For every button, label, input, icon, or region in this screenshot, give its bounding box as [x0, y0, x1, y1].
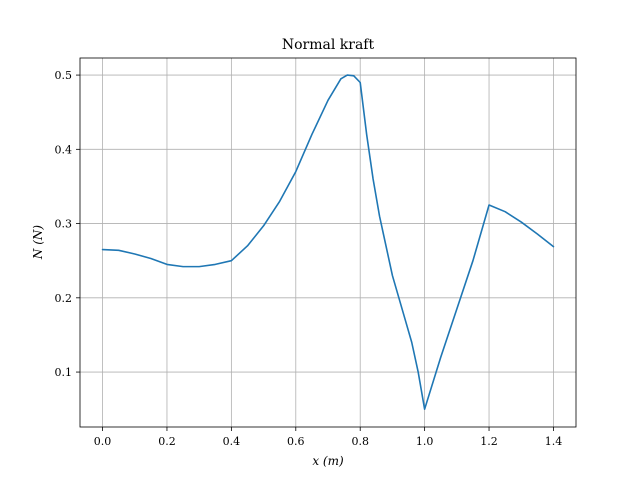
y-tick-label: 0.3: [55, 218, 73, 231]
y-axis-label: N (N): [31, 225, 45, 260]
y-tick-label: 0.1: [55, 366, 73, 379]
grid-lines: [80, 58, 576, 427]
series-layer: [101, 74, 555, 410]
x-tick-label: 0.4: [223, 435, 241, 448]
y-tick-label: 0.4: [55, 143, 73, 156]
x-tick-label: 1.2: [480, 435, 498, 448]
plot-frame: [79, 57, 577, 428]
x-tick-label: 0.0: [94, 435, 112, 448]
y-tick-label: 0.2: [55, 292, 73, 305]
tick-marks: [76, 74, 554, 431]
tick-labels: 0.0 0.2 0.4 0.6 0.8 1.0 1.2 1.4 0.1 0.2 0.3 0.4 0.5: [55, 69, 563, 448]
x-axis-label: x (m): [312, 454, 344, 468]
y-tick-label: 0.5: [55, 69, 73, 82]
x-tick-label: 0.6: [287, 435, 305, 448]
chart-title: Normal kraft: [282, 37, 375, 53]
x-tick-label: 0.2: [158, 435, 176, 448]
x-tick-label: 1.0: [416, 435, 434, 448]
series-line-0: [101, 74, 555, 410]
x-tick-label: 0.8: [351, 435, 369, 448]
x-tick-label: 1.4: [545, 435, 563, 448]
